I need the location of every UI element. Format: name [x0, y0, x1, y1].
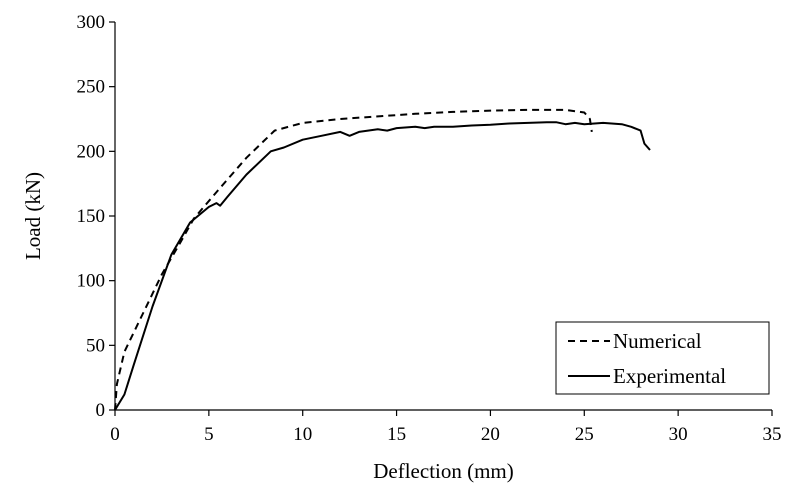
- x-tick-label: 20: [481, 424, 500, 445]
- series-line-experimental: [114, 121, 651, 411]
- legend-label-experimental: Experimental: [613, 364, 726, 388]
- y-tick-label: 0: [96, 400, 106, 421]
- legend-box: [555, 321, 770, 395]
- x-tick-label: 30: [669, 424, 688, 445]
- y-axis-title: Load (kN): [21, 172, 45, 260]
- plot-area: 0 50 100 150 200 250 300 0 5 10 15 20 25 30 35: [77, 12, 782, 445]
- x-tick-label: 5: [204, 424, 214, 445]
- y-tick-label: 150: [77, 206, 106, 227]
- x-ticks: 0 5 10 15 20 25 30 35: [110, 410, 782, 445]
- y-tick-label: 50: [86, 335, 105, 356]
- legend: Numerical Experimental: [555, 321, 770, 395]
- x-tick-label: 10: [293, 424, 312, 445]
- y-ticks: 0 50 100 150 200 250 300: [77, 12, 115, 421]
- y-tick-label: 300: [77, 12, 106, 33]
- legend-label-numerical: Numerical: [613, 329, 702, 353]
- y-tick-label: 250: [77, 77, 106, 98]
- x-tick-label: 15: [387, 424, 406, 445]
- x-tick-label: 35: [763, 424, 782, 445]
- y-tick-label: 200: [77, 141, 106, 162]
- x-axis-title: Deflection (mm): [373, 459, 514, 483]
- series-line-numerical: [114, 108, 593, 411]
- series-layer: [114, 108, 651, 411]
- x-tick-label: 25: [575, 424, 594, 445]
- y-tick-label: 100: [77, 271, 106, 292]
- x-tick-label: 0: [110, 424, 120, 445]
